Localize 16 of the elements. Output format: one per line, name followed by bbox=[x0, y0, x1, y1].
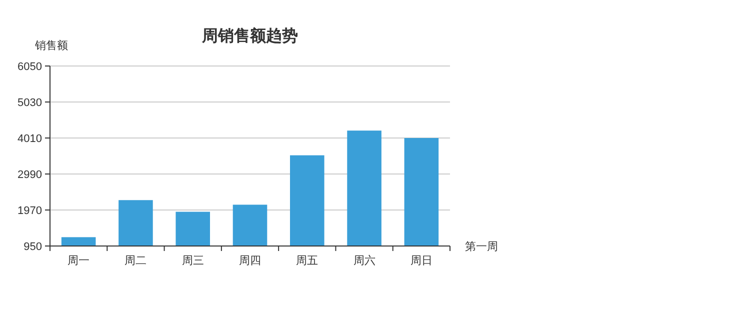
x-tick-label: 周六 bbox=[353, 254, 376, 267]
x-tick-label: 周三 bbox=[182, 255, 204, 267]
x-tick-label: 周日 bbox=[410, 255, 432, 267]
x-tick-label: 周二 bbox=[124, 255, 147, 267]
y-tick-label: 2990 bbox=[18, 169, 42, 181]
y-tick-label: 5030 bbox=[18, 97, 42, 109]
x-tick-label: 周四 bbox=[239, 255, 261, 267]
x-tick-label: 周一 bbox=[68, 255, 90, 267]
y-tick-label: 950 bbox=[24, 241, 42, 253]
x-axis-title: 第一周 bbox=[465, 241, 498, 253]
chart-title: 周销售额趋势 bbox=[201, 27, 298, 45]
y-tick-label: 4010 bbox=[18, 133, 42, 145]
y-tick-label: 1970 bbox=[18, 205, 42, 217]
y-tick-label: 6050 bbox=[18, 61, 42, 73]
y-axis-title: 销售额 bbox=[34, 39, 68, 52]
x-tick-label: 周五 bbox=[296, 255, 318, 267]
